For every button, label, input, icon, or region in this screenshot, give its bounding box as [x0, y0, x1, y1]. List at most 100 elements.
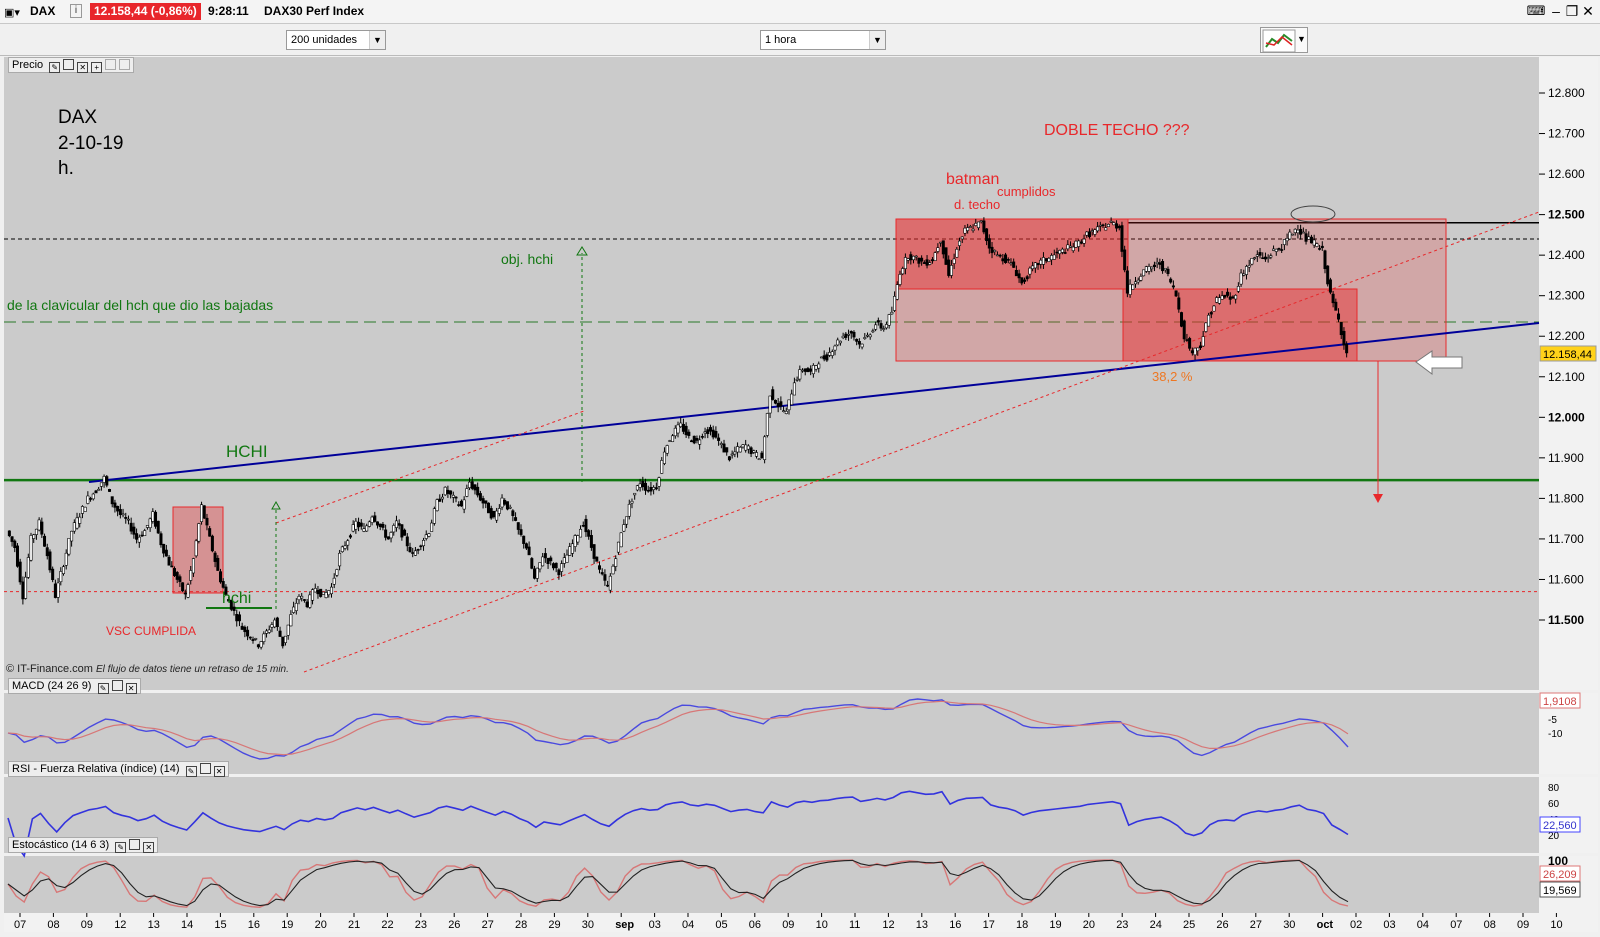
interval-select[interactable]: 1 hora ▼	[760, 30, 886, 50]
candle-body	[884, 324, 888, 329]
close-icon[interactable]: ✕	[125, 683, 137, 694]
window-icon[interactable]	[199, 763, 211, 774]
candle-body	[275, 617, 279, 627]
chart-window-icon[interactable]: ▣▾	[4, 7, 20, 19]
wrench-icon[interactable]: ✎	[49, 62, 61, 73]
price-tick-label: 12.100	[1548, 370, 1585, 384]
rsi-tick-label: 60	[1548, 799, 1560, 810]
paste-icon[interactable]	[119, 59, 131, 70]
restore-icon[interactable]: ❐	[1565, 3, 1579, 19]
chart-svg[interactable]: 12.800 12.700 12.600 12.500 12.400 12.300 12.2…	[4, 57, 1598, 932]
candle-body	[424, 534, 428, 539]
candle-body	[1293, 228, 1297, 233]
window-icon[interactable]	[111, 680, 123, 691]
candle-body	[568, 546, 572, 556]
candle-body	[646, 489, 650, 492]
chevron-down-icon[interactable]: ▼	[1297, 34, 1306, 44]
time-tick-label: 02	[1350, 919, 1362, 931]
close-icon[interactable]: ✕	[143, 842, 155, 853]
candle-body	[1023, 279, 1027, 282]
candle-body	[1133, 281, 1137, 285]
candle-body	[1277, 248, 1281, 250]
candle-body	[608, 575, 612, 591]
candle-body	[300, 595, 304, 599]
candle-body	[784, 410, 788, 414]
wrench-icon[interactable]: ✎	[185, 766, 197, 777]
info-icon[interactable]: i	[70, 4, 82, 18]
candle-body	[110, 496, 114, 505]
candle-body	[15, 545, 19, 567]
candle-body	[614, 558, 618, 567]
candle-body	[1239, 272, 1243, 285]
candle-body	[660, 460, 664, 474]
macd-panel-label[interactable]: MACD (24 26 9) ✎ ✕	[8, 678, 141, 694]
candle-body	[733, 451, 737, 455]
candle-body	[625, 516, 629, 525]
candle-body	[89, 498, 93, 500]
time-axis-bg	[4, 913, 1598, 932]
rsi-tick-label: 80	[1548, 783, 1560, 794]
candle-body	[265, 630, 269, 634]
add-icon[interactable]: +	[91, 62, 103, 73]
price-panel-label[interactable]: Precio ✎ ✕ +	[8, 57, 135, 73]
time-tick-label: 08	[1484, 919, 1496, 931]
hchi-small-arrow-head	[271, 500, 281, 510]
close-icon[interactable]: ✕	[77, 62, 89, 73]
indicator-menu-button[interactable]: ▼	[1260, 27, 1308, 53]
candle-body	[478, 493, 482, 501]
stoch-panel-bg	[4, 856, 1539, 913]
time-tick-label: 03	[649, 919, 661, 931]
candle-body	[329, 586, 333, 595]
stoch-panel-label[interactable]: Estocástico (14 6 3) ✎ ✕	[8, 837, 159, 853]
candle-body	[503, 500, 507, 505]
time-tick-label: 06	[749, 919, 761, 931]
candle-body	[844, 333, 848, 338]
time-tick-label: 20	[1083, 919, 1095, 931]
keyboard-icon[interactable]: ⌨	[1526, 3, 1546, 18]
candle-body	[790, 393, 794, 406]
candle-body	[61, 566, 65, 574]
window-icon[interactable]	[129, 839, 141, 850]
units-select[interactable]: 200 unidades ▼	[286, 30, 386, 50]
symbol-label[interactable]: DAX	[30, 4, 56, 18]
candle-body	[497, 508, 501, 514]
chevron-down-icon[interactable]: ▼	[369, 31, 385, 49]
minimize-icon[interactable]: –	[1552, 3, 1560, 19]
candle-body	[270, 624, 274, 628]
macd-panel-bg	[4, 693, 1539, 774]
copy-icon[interactable]	[105, 59, 117, 70]
candle-body	[657, 477, 661, 487]
candle-body	[760, 452, 764, 459]
candle-body	[836, 339, 840, 346]
copyright-label: © IT-Finance.com	[6, 663, 93, 675]
candle-body	[966, 227, 970, 231]
window-icon[interactable]	[63, 59, 75, 70]
candle-body	[581, 524, 585, 527]
candle-body	[1296, 229, 1300, 234]
candle-body	[1069, 245, 1073, 248]
rsi-panel-label[interactable]: RSI - Fuerza Relativa (índice) (14) ✎ ✕	[8, 761, 229, 777]
close-icon[interactable]: ✕	[1582, 3, 1594, 19]
price-tick-label: 12.300	[1548, 289, 1585, 303]
wrench-icon[interactable]: ✎	[97, 683, 109, 694]
wrench-icon[interactable]: ✎	[115, 842, 127, 853]
candle-body	[882, 328, 886, 330]
candle-body	[1125, 270, 1129, 294]
time-tick-label: 19	[1049, 919, 1061, 931]
candle-body	[522, 535, 526, 544]
close-icon[interactable]: ✕	[213, 766, 225, 777]
candle-body	[933, 252, 937, 261]
candle-body	[1012, 261, 1016, 268]
candle-body	[148, 518, 152, 529]
candle-body	[1036, 263, 1040, 266]
chart-area[interactable]: 12.800 12.700 12.600 12.500 12.400 12.300 12.2…	[4, 57, 1598, 932]
candle-body	[1339, 322, 1343, 336]
candle-body	[413, 550, 417, 556]
chevron-down-icon[interactable]: ▼	[869, 31, 885, 49]
pattern-box-large	[895, 218, 1447, 362]
candle-body	[72, 522, 76, 532]
price-panel-title: Precio	[12, 59, 44, 71]
candle-body	[1242, 273, 1246, 276]
candle-body	[676, 424, 680, 434]
time-tick-label: 30	[582, 919, 594, 931]
